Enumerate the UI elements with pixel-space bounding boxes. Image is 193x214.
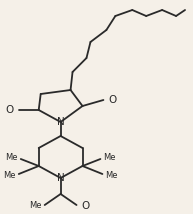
Text: N: N — [57, 117, 64, 127]
Text: O: O — [108, 95, 117, 105]
Text: Me: Me — [5, 153, 18, 162]
Text: Me: Me — [105, 171, 118, 180]
Text: Me: Me — [29, 202, 42, 211]
Text: Me: Me — [103, 153, 116, 162]
Text: N: N — [57, 173, 64, 183]
Text: O: O — [6, 105, 14, 115]
Text: Me: Me — [3, 171, 16, 180]
Text: O: O — [81, 201, 90, 211]
